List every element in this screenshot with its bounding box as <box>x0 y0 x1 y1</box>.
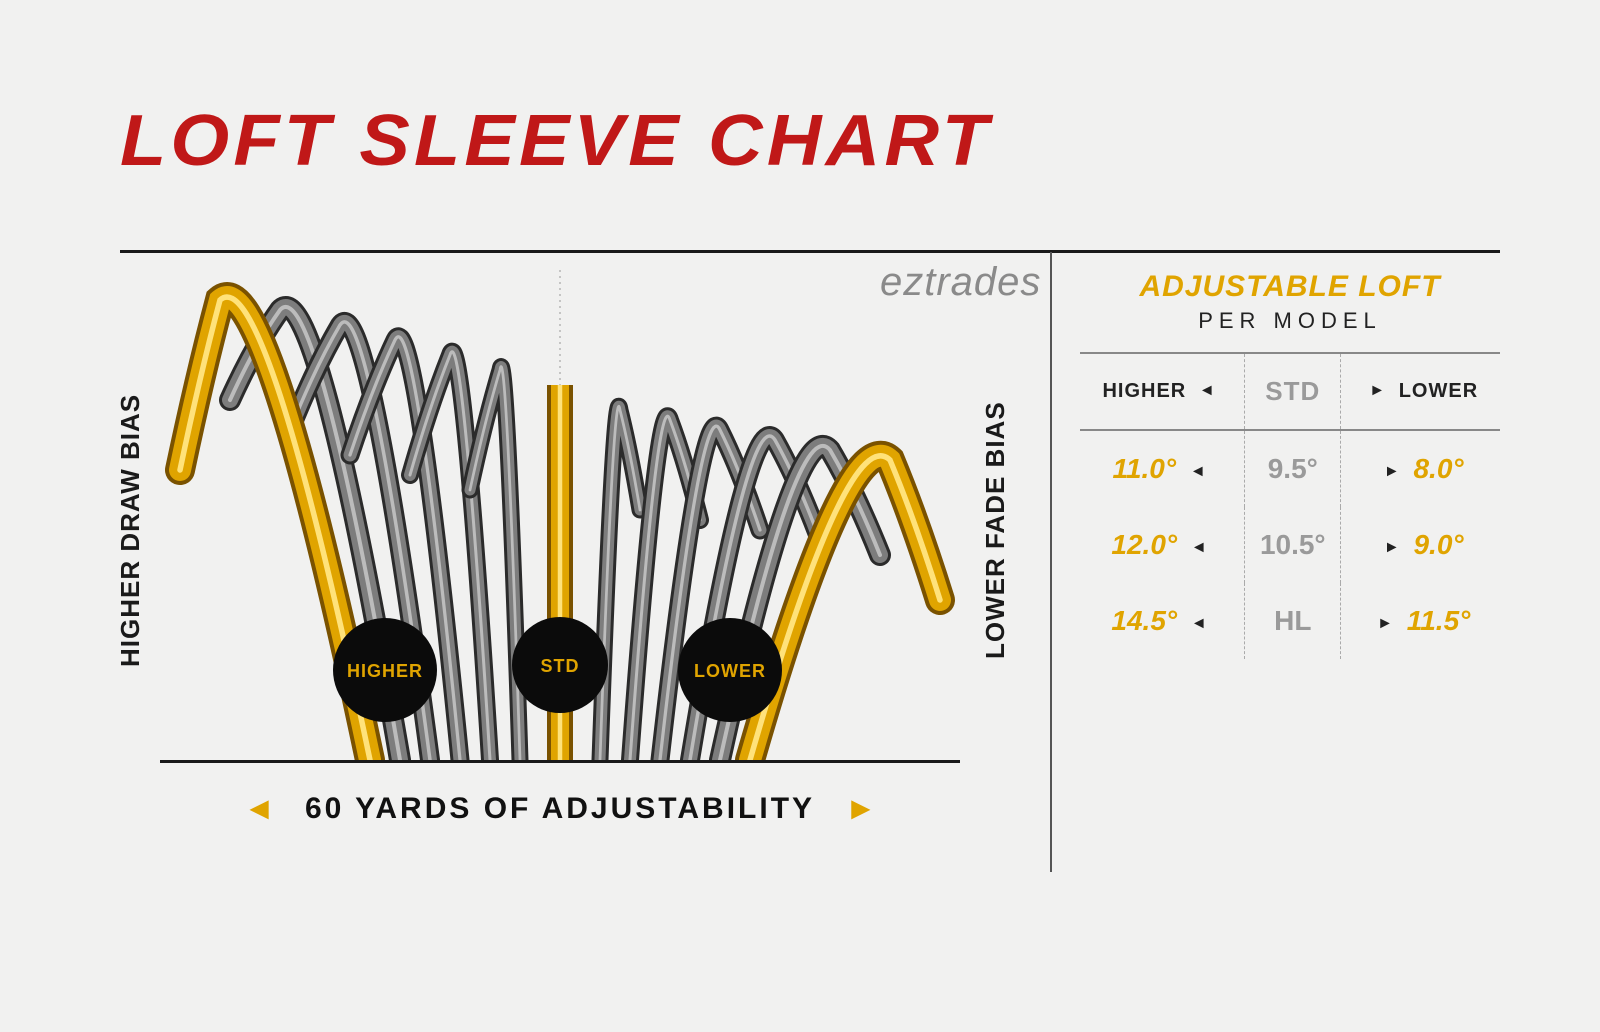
cell-higher: 11.0° ◄ <box>1080 430 1245 507</box>
baseline <box>160 760 960 763</box>
table-row: 11.0° ◄9.5°► 8.0° <box>1080 430 1500 507</box>
table-header-row: HIGHER ◄ STD ► LOWER <box>1080 353 1500 430</box>
table-row: 12.0° ◄10.5°► 9.0° <box>1080 507 1500 583</box>
page-title: LOFT SLEEVE CHART <box>120 100 992 182</box>
th-std: STD <box>1245 353 1341 430</box>
th-lower: ► LOWER <box>1341 353 1500 430</box>
table-row: 14.5° ◄HL► 11.5° <box>1080 583 1500 659</box>
trajectory-diagram: HIGHER STD LOWER <box>160 270 960 760</box>
range-bar: ◄ 60 YARDS OF ADJUSTABILITY ► <box>160 790 960 827</box>
svg-text:HIGHER: HIGHER <box>347 661 423 681</box>
cell-std: 10.5° <box>1245 507 1341 583</box>
cell-std: 9.5° <box>1245 430 1341 507</box>
vertical-divider <box>1050 252 1052 872</box>
cell-lower: ► 11.5° <box>1341 583 1500 659</box>
arrow-left-icon: ◄ <box>243 790 275 827</box>
cell-std: HL <box>1245 583 1341 659</box>
th-higher: HIGHER ◄ <box>1080 353 1245 430</box>
cell-higher: 12.0° ◄ <box>1080 507 1245 583</box>
cell-lower: ► 9.0° <box>1341 507 1500 583</box>
cell-higher: 14.5° ◄ <box>1080 583 1245 659</box>
svg-text:STD: STD <box>541 656 580 676</box>
loft-table: ADJUSTABLE LOFT PER MODEL HIGHER ◄ STD ►… <box>1080 270 1500 659</box>
arrow-right-icon: ► <box>845 790 877 827</box>
top-rule <box>120 250 1500 253</box>
cell-lower: ► 8.0° <box>1341 430 1500 507</box>
left-axis-label: HIGHER DRAW BIAS <box>115 340 146 720</box>
table-title: ADJUSTABLE LOFT <box>1080 270 1500 304</box>
right-axis-label: LOWER FADE BIAS <box>980 340 1011 720</box>
svg-text:LOWER: LOWER <box>694 661 766 681</box>
range-label: 60 YARDS OF ADJUSTABILITY <box>305 792 815 826</box>
table-subtitle: PER MODEL <box>1080 308 1500 334</box>
chart-area: HIGHER DRAW BIAS LOWER FADE BIAS eztrade… <box>120 260 1020 820</box>
